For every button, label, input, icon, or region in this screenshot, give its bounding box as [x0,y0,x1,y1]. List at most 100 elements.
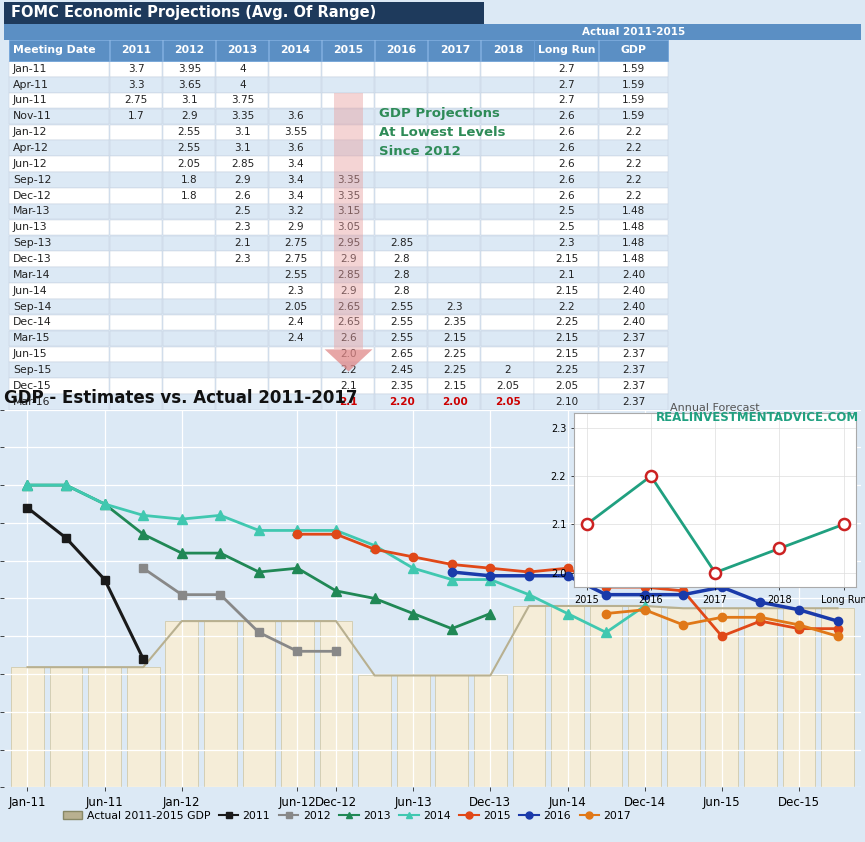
Bar [163,93,215,109]
2012 [292,647,303,657]
Bar [481,220,534,235]
Actual 2011-2015 GDP [678,603,689,613]
Actual 2011-2015 GDP [523,601,534,611]
Line: 2015: 2015 [293,530,842,641]
Actual 2011-2015 GDP [292,616,303,626]
Text: 2.15: 2.15 [554,333,578,344]
Bar [599,61,668,77]
Bar [9,236,109,251]
Bar [110,204,162,220]
2016 [485,571,496,581]
2014 [138,510,149,520]
Bar [216,93,268,109]
Bar [216,252,268,267]
2012 [253,627,264,637]
Text: REALINVESTMENTADVICE.COM: REALINVESTMENTADVICE.COM [656,412,859,424]
Bar [481,236,534,251]
Bar [375,77,427,93]
Text: Actual 2011-2015: Actual 2011-2015 [582,27,685,37]
Text: 2018: 2018 [493,45,523,56]
Bar [428,315,480,330]
Text: 2.2: 2.2 [340,365,357,375]
Actual 2011-2015 GDP [253,616,264,626]
2014 [523,589,534,600]
Text: 2.75: 2.75 [284,238,307,248]
Bar [110,252,162,267]
Bar [599,173,668,188]
Bar [110,61,162,77]
Bar [216,125,268,140]
Bar [9,173,109,188]
Actual 2011-2015 GDP [794,603,804,613]
Text: 2.4: 2.4 [287,317,304,328]
Bar [110,236,162,251]
Text: 2.2: 2.2 [558,301,575,312]
Text: 2.0: 2.0 [340,349,357,359]
Text: 2.05: 2.05 [284,301,307,312]
2011 [61,533,71,543]
Text: Dec-14: Dec-14 [13,317,52,328]
2016 [446,567,457,577]
Bar [375,220,427,235]
Bar [110,40,162,61]
Line: 2013: 2013 [22,480,496,633]
Text: 2.2: 2.2 [625,175,642,184]
2015 [716,632,727,642]
Bar [599,77,668,93]
Bar [821,608,854,787]
Text: 3.15: 3.15 [337,206,360,216]
Bar [599,204,668,220]
Bar [110,157,162,172]
Bar [9,347,109,362]
Bar [269,267,321,283]
Bar [535,378,598,394]
Text: 2.3: 2.3 [234,222,251,232]
Bar [783,608,816,787]
Bar [216,141,268,156]
Actual 2011-2015 GDP [601,601,612,611]
Bar [428,347,480,362]
Bar [216,394,268,409]
Text: 2.40: 2.40 [622,301,645,312]
Bar [269,188,321,204]
Bar [428,299,480,314]
Bar [599,141,668,156]
Bar [375,299,427,314]
Bar [110,141,162,156]
Text: 2.6: 2.6 [340,333,357,344]
Text: 2.6: 2.6 [558,127,575,137]
Text: Long Run: Long Run [538,45,595,56]
Bar [11,667,44,787]
2015 [562,563,573,573]
2014 [292,525,303,536]
Bar [535,188,598,204]
Text: 2.3: 2.3 [446,301,463,312]
Bar [322,347,375,362]
Bar [428,173,480,188]
Bar [744,608,777,787]
Bar [88,667,121,787]
Bar [535,347,598,362]
Bar [481,61,534,77]
Text: 2.5: 2.5 [558,222,575,232]
Bar [428,157,480,172]
Text: 2.6: 2.6 [234,190,251,200]
2014 [639,601,650,611]
Text: 2.1: 2.1 [340,381,357,391]
Bar [375,40,427,61]
Bar [535,331,598,346]
Text: Dec-15: Dec-15 [13,381,52,391]
Text: 2.6: 2.6 [558,111,575,121]
Bar [322,331,375,346]
Bar [375,109,427,125]
Bar [481,173,534,188]
Bar [269,220,321,235]
Bar [269,394,321,409]
2013 [253,567,264,577]
Bar [428,188,480,204]
Bar [428,283,480,299]
Bar [428,40,480,61]
Bar [163,188,215,204]
Text: 3.35: 3.35 [231,111,254,121]
Bar [9,220,109,235]
